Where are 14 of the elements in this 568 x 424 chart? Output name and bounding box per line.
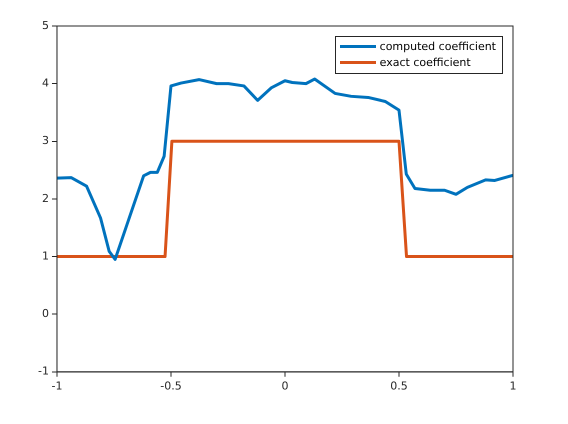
y-tick-label: 3 [42,134,49,148]
legend-label: computed coefficient [380,40,496,53]
legend-label: exact coefficient [380,56,471,69]
y-tick-label: 4 [42,76,49,90]
y-tick-label: 1 [42,249,49,262]
x-tick-label: 1 [510,379,516,392]
y-tick-label: 5 [42,18,49,32]
x-tick-label: -1 [51,379,62,392]
y-tick-label: -1 [38,364,49,378]
x-tick-label: 0 [281,379,288,392]
x-tick-label: 0.5 [390,379,408,392]
y-tick-label: 2 [42,192,49,205]
y-tick-label: 0 [42,307,49,320]
x-tick-label: -0.5 [160,379,182,392]
